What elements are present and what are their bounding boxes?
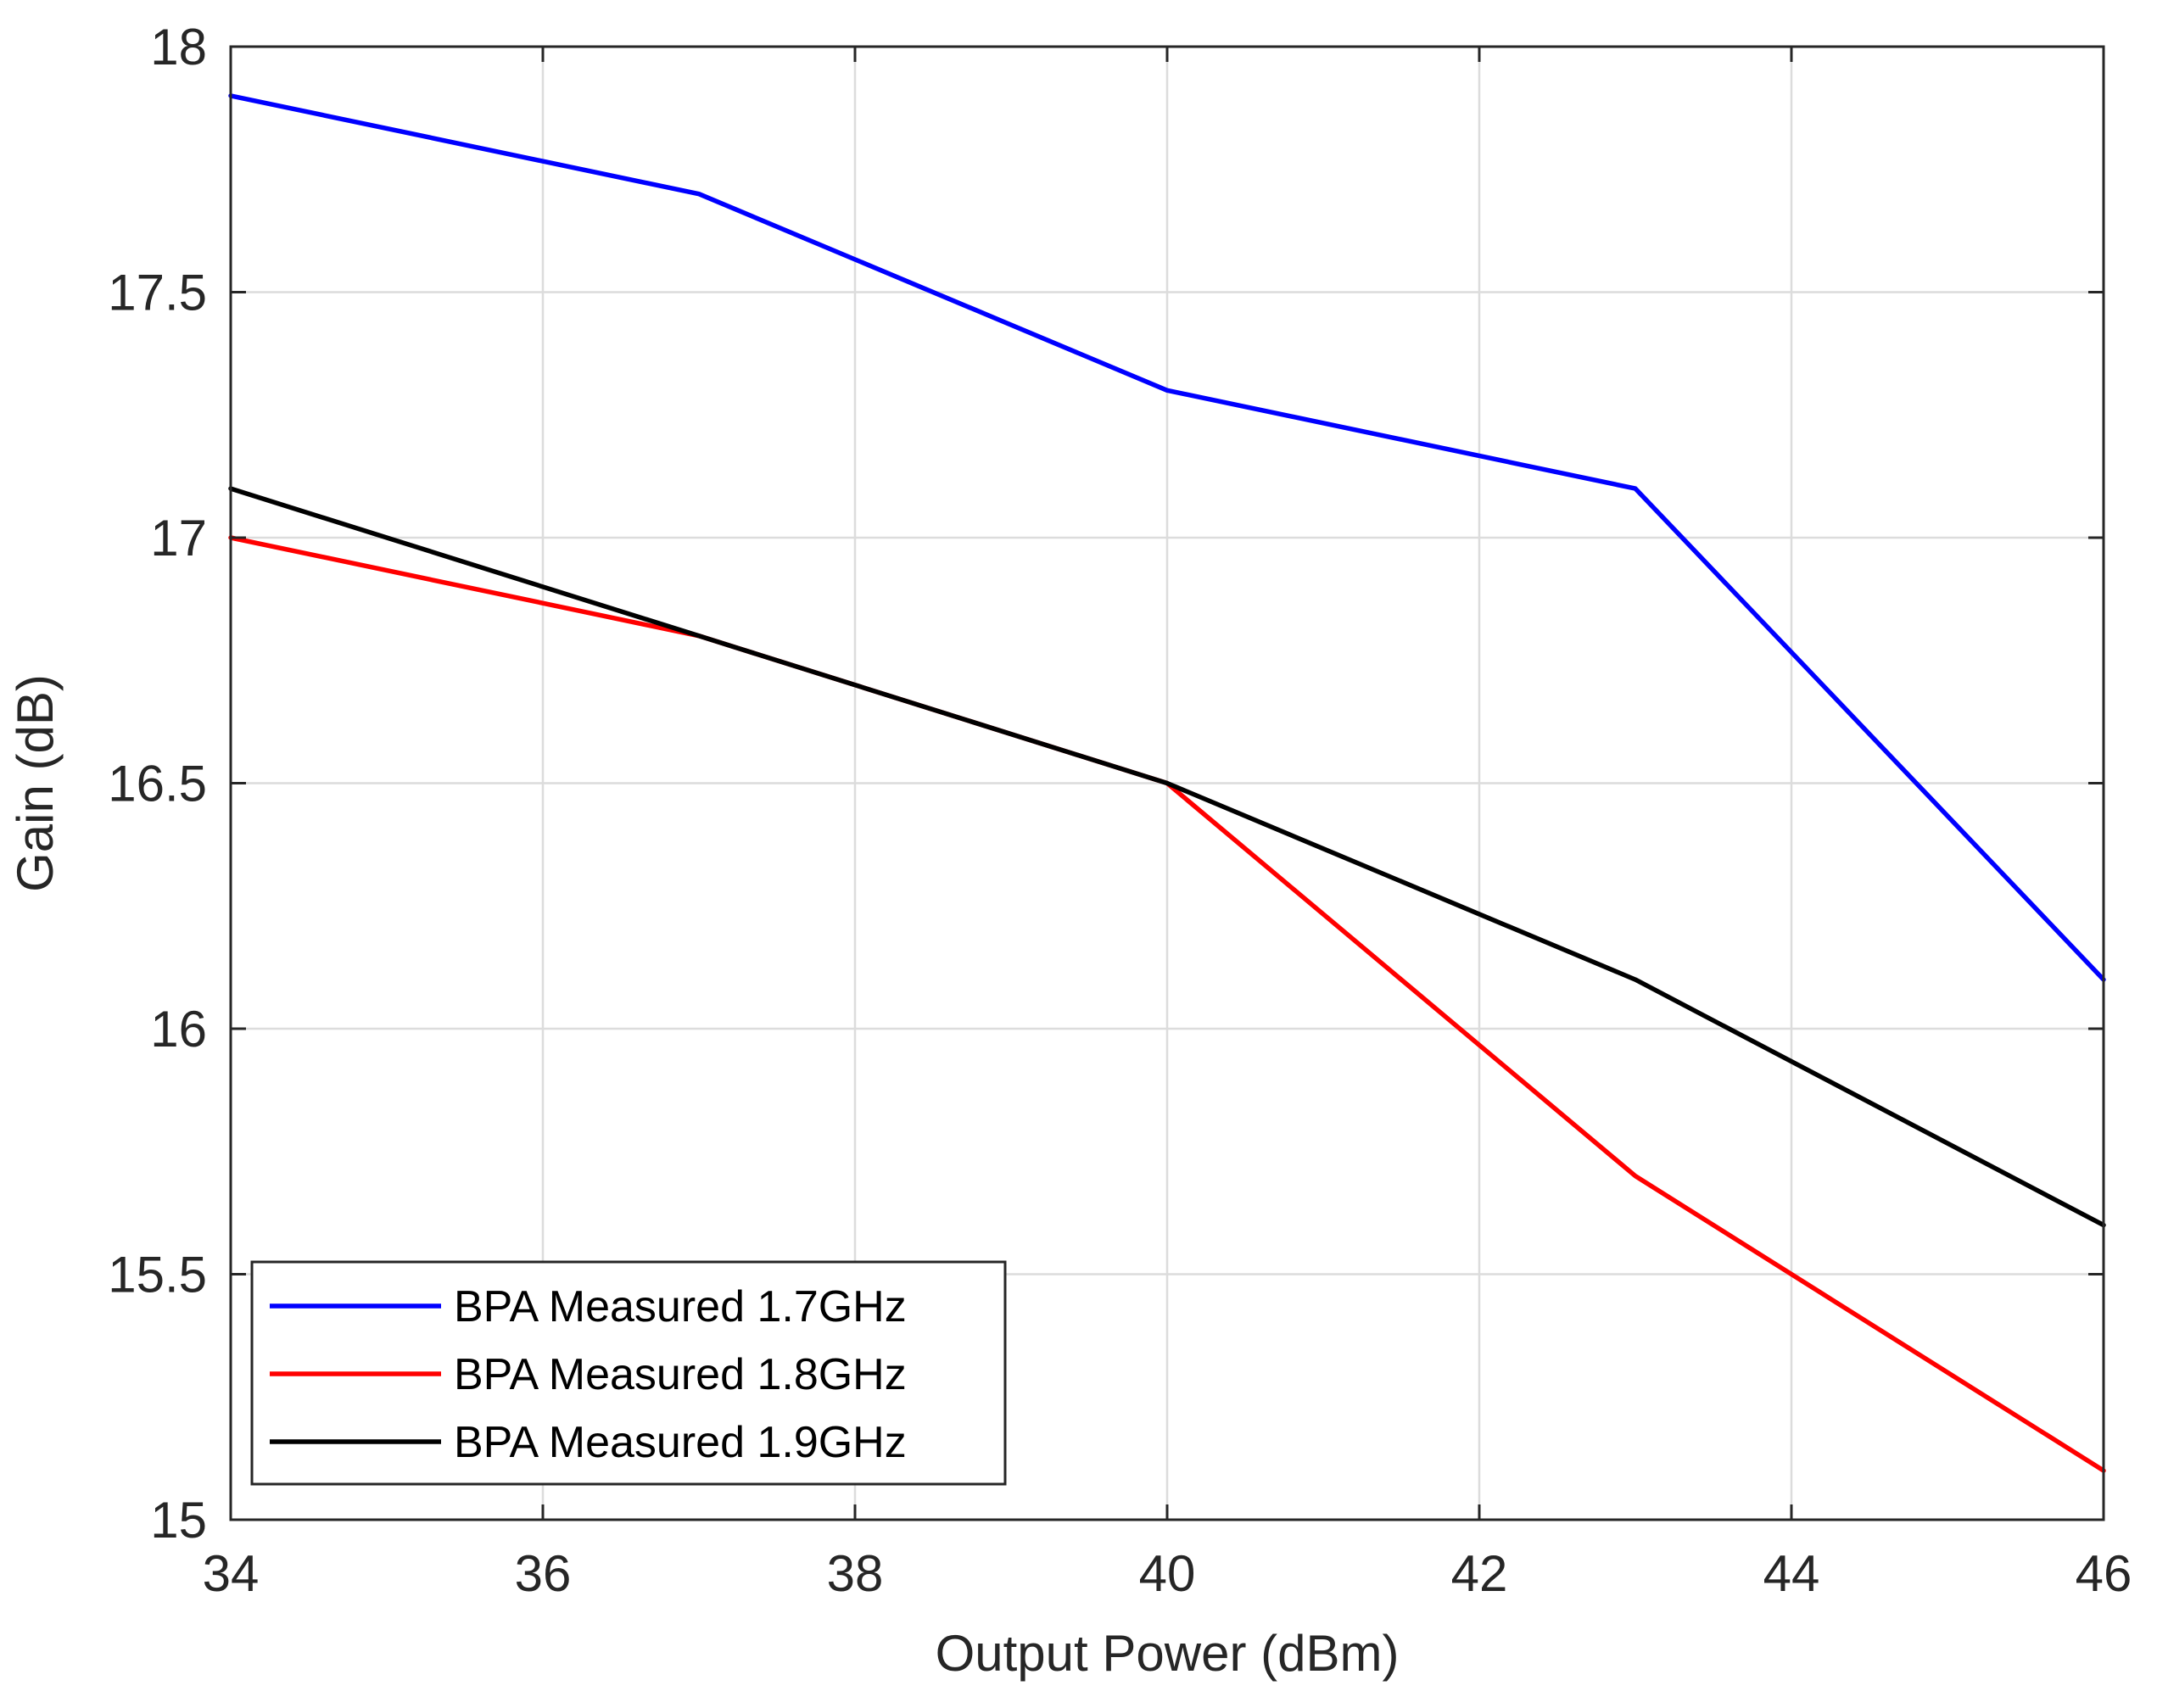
x-tick-label: 34 (203, 1545, 260, 1602)
y-tick-label: 15.5 (108, 1247, 207, 1303)
x-axis-label: Output Power (dBm) (936, 1625, 1400, 1682)
legend-label-1: BPA Measured 1.7GHz (454, 1282, 907, 1331)
x-tick-label: 44 (1763, 1545, 1820, 1602)
x-tick-label: 40 (1139, 1545, 1196, 1602)
y-axis-label: Gain (dB) (7, 674, 64, 892)
y-tick-label: 17 (150, 510, 207, 567)
x-tick-label: 36 (515, 1545, 572, 1602)
y-tick-label: 17.5 (108, 265, 207, 321)
x-tick-label: 42 (1451, 1545, 1508, 1602)
series-line-3 (228, 486, 2106, 1228)
plot-lines (228, 93, 2106, 1473)
y-tick-label: 16.5 (108, 756, 207, 812)
x-tick-label: 38 (827, 1545, 884, 1602)
axis-labels: Output Power (dBm) Gain (dB) (7, 674, 1399, 1682)
x-tick-label: 46 (2076, 1545, 2132, 1602)
y-tick-label: 16 (150, 1001, 207, 1058)
axis-ticks: 34 36 38 40 42 44 46 15 15.5 16 16.5 17 17.5 18 (108, 19, 2132, 1602)
legend-label-2: BPA Measured 1.8GHz (454, 1350, 907, 1399)
series-line-1 (228, 93, 2106, 982)
y-tick-label: 18 (150, 19, 207, 75)
legend: BPA Measured 1.7GHz BPA Measured 1.8GHz BP… (250, 1260, 1007, 1486)
legend-label-3: BPA Measured 1.9GHz (454, 1418, 907, 1467)
y-tick-label: 15 (150, 1492, 207, 1549)
